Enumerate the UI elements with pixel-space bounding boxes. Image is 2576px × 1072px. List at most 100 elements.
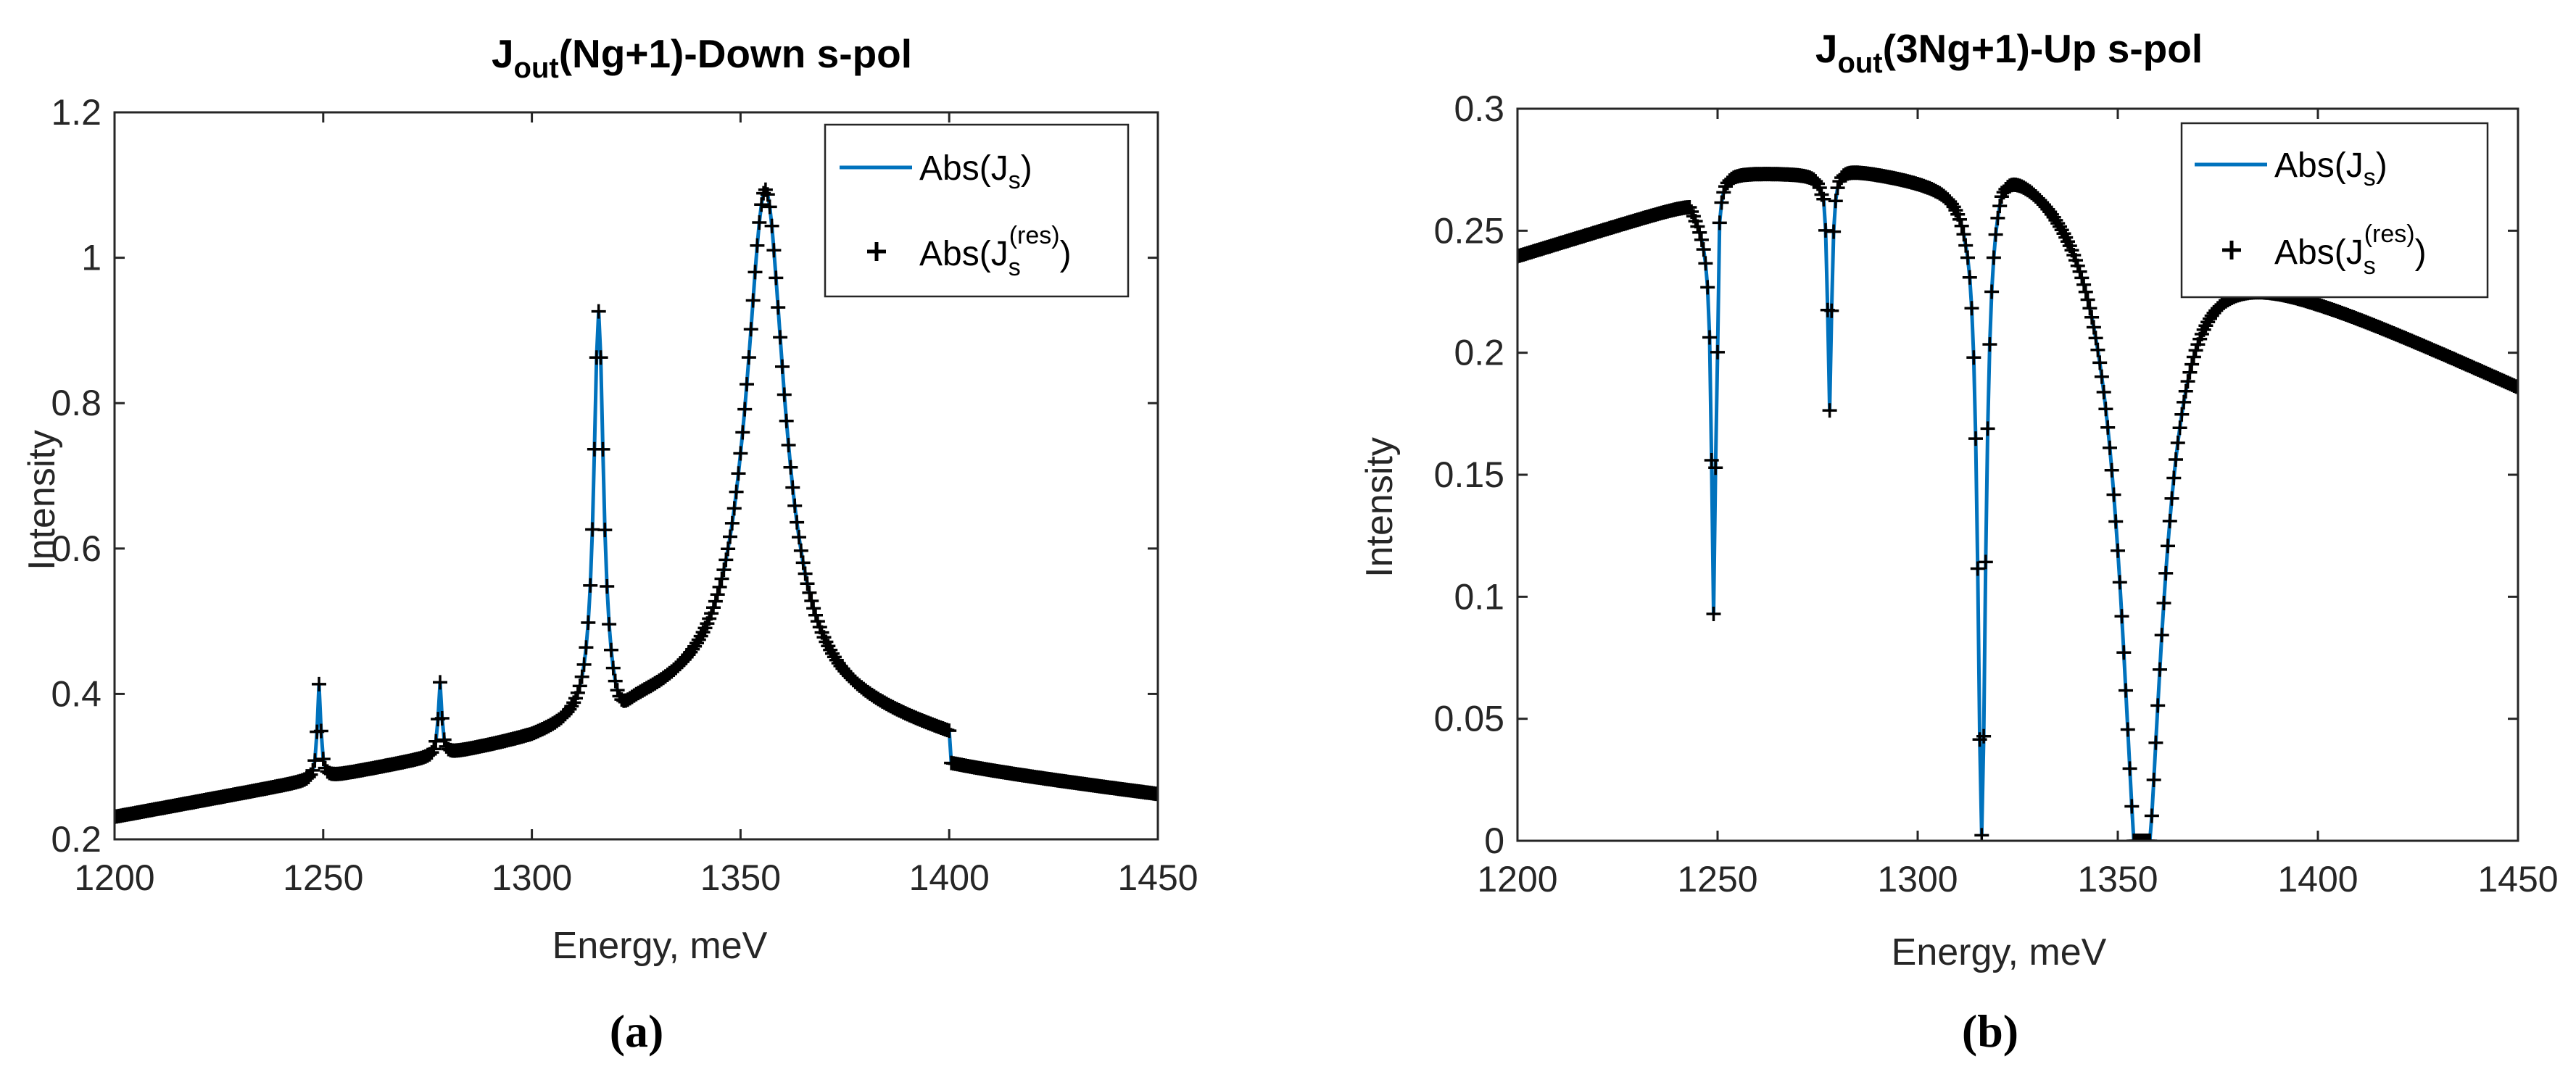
axes-box — [1516, 107, 2519, 842]
data-point-marker — [2148, 735, 2163, 750]
x-tick-label: 1250 — [1677, 859, 1757, 899]
legend: Abs(Js) Abs(Js(res)) — [2180, 122, 2489, 299]
data-point-marker — [428, 734, 444, 749]
chart-title-main: J — [492, 31, 514, 76]
data-point-marker — [312, 676, 326, 691]
data-point-marker — [2164, 491, 2179, 506]
data-point-marker — [2106, 487, 2121, 502]
data-point-marker — [1692, 225, 1707, 240]
chart-title: Jout(Ng+1)-Down s-pol — [492, 31, 912, 84]
legend-plus-swatch — [867, 242, 886, 261]
data-point-marker — [2111, 543, 2125, 558]
data-point-marker — [2098, 402, 2113, 417]
data-point-marker — [2112, 575, 2127, 590]
data-point-marker — [1984, 284, 2000, 299]
data-point-marker — [721, 541, 736, 557]
axes-box — [113, 111, 1159, 841]
y-ticks: 0 0.05 0.1 0.15 0.2 0.25 0.3 — [1434, 88, 2518, 861]
data-point-marker — [2142, 834, 2158, 841]
legend-entry-markers-sup: (res) — [2364, 220, 2415, 248]
legend-plus-swatch — [2222, 241, 2241, 259]
data-point-marker — [762, 199, 777, 215]
data-point-marker — [2178, 383, 2193, 399]
data-point-marker — [2169, 452, 2183, 467]
data-point-marker — [593, 350, 608, 365]
data-point-marker — [775, 359, 790, 374]
data-point-marker — [773, 330, 788, 345]
data-point-marker — [2180, 374, 2195, 389]
data-point-marker — [737, 402, 753, 417]
panel-label-b: (b) — [1962, 1005, 2018, 1057]
data-point-marker — [2153, 662, 2167, 677]
data-point-marker — [712, 579, 727, 594]
legend-entry-line: Abs(Js) — [919, 149, 1032, 194]
data-point-marker — [2100, 420, 2116, 435]
data-point-marker — [785, 480, 800, 495]
data-point-marker — [424, 745, 439, 760]
data-point-marker — [1714, 195, 1729, 210]
data-point-marker — [752, 215, 767, 230]
data-point-marker — [2116, 645, 2132, 660]
x-axis-title: Energy, meV — [1892, 931, 2107, 973]
data-point-marker — [1954, 218, 1969, 233]
legend-entry-markers-close: ) — [1060, 235, 1072, 273]
legend-entry-line-text: Abs(J — [2274, 146, 2364, 185]
data-point-marker — [2119, 683, 2133, 698]
data-point-marker — [2124, 799, 2140, 814]
y-tick-label: 1.2 — [51, 92, 102, 133]
y-tick-label: 0.4 — [51, 673, 102, 714]
data-point-marker — [1151, 786, 1158, 802]
data-point-marker — [581, 615, 596, 630]
data-point-marker — [2150, 698, 2166, 713]
y-tick-label: 0.6 — [51, 528, 102, 569]
data-point-marker — [2138, 834, 2153, 841]
data-point-marker — [591, 304, 606, 319]
data-point-marker — [2184, 357, 2200, 372]
data-point-marker — [729, 484, 744, 499]
data-point-marker — [305, 763, 320, 778]
data-point-marker — [2128, 834, 2143, 841]
data-point-marker — [1960, 250, 1975, 265]
data-point-marker — [2090, 342, 2105, 357]
data-point-marker — [741, 350, 756, 365]
data-point-marker — [2076, 277, 2092, 292]
plot-area — [115, 182, 1158, 824]
data-point-marker — [776, 387, 792, 402]
data-point-marker — [1698, 256, 1713, 271]
legend-entry-markers-sub: s — [1009, 254, 1021, 281]
data-point-marker — [1982, 337, 1997, 352]
plot-area — [1517, 165, 2518, 841]
x-tick-label: 1300 — [492, 857, 572, 898]
data-point-marker — [1958, 238, 1974, 253]
data-point-marker — [716, 562, 732, 578]
data-point-marker — [2103, 440, 2117, 455]
data-point-marker — [1956, 227, 1971, 242]
data-point-marker — [2162, 513, 2177, 528]
data-point-marker — [1966, 350, 1981, 365]
x-tick-label: 1450 — [1117, 857, 1198, 898]
data-point-marker — [787, 498, 803, 513]
data-point-marker — [726, 501, 742, 516]
data-point-marker — [798, 566, 813, 581]
data-point-marker — [1968, 431, 1983, 446]
data-point-marker — [743, 322, 758, 337]
legend-box — [2180, 122, 2489, 299]
data-point-marker — [760, 187, 775, 202]
data-point-marker — [750, 238, 765, 253]
data-point-marker — [307, 753, 323, 768]
legend-entry-markers: Abs(Js (res)) — [2274, 220, 2427, 280]
data-point-marker — [1970, 561, 1985, 576]
legend-box — [824, 123, 1130, 298]
data-point-marker — [1976, 728, 1992, 744]
legend-entry-line-sub: s — [1009, 167, 1021, 194]
data-point-marker — [1988, 227, 2003, 242]
data-point-marker — [1830, 180, 1845, 196]
legend-entry-line-close: ) — [1021, 149, 1032, 188]
data-point-marker — [1712, 215, 1727, 230]
data-point-marker — [1816, 191, 1831, 207]
data-point-marker — [426, 741, 442, 757]
data-point-marker — [1986, 250, 2001, 265]
data-point-marker — [802, 585, 817, 600]
data-point-marker — [2108, 514, 2124, 529]
data-point-marker — [1826, 224, 1842, 239]
